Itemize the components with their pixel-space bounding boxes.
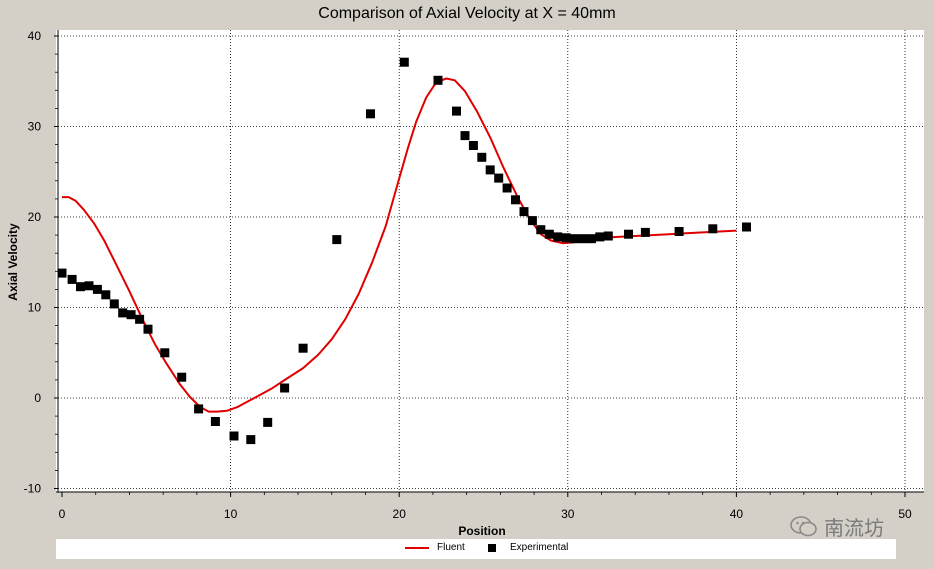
data-point-experimental — [101, 290, 111, 300]
data-point-experimental — [118, 308, 128, 318]
legend-item-fluent: Fluent — [405, 542, 465, 553]
data-point-experimental — [92, 284, 102, 294]
data-point-experimental — [544, 229, 554, 239]
data-point-experimental — [452, 106, 461, 116]
data-point-experimental — [460, 131, 470, 141]
data-point-experimental — [177, 372, 187, 382]
data-point-experimental — [485, 165, 495, 175]
data-point-experimental — [561, 233, 571, 243]
legend-square-swatch — [488, 543, 496, 552]
y-tick-label: 30 — [28, 120, 42, 134]
y-tick-label: 0 — [34, 391, 41, 405]
x-tick-label: 20 — [393, 507, 407, 521]
data-point-experimental — [511, 195, 520, 205]
data-point-experimental — [246, 435, 256, 445]
data-point-experimental — [76, 282, 85, 292]
data-point-experimental — [332, 235, 342, 245]
y-axis-title: Axial Velocity — [6, 223, 20, 301]
watermark-text: 南流坊 — [824, 518, 884, 540]
data-point-experimental — [468, 141, 478, 150]
x-axis-title: Position — [458, 524, 505, 538]
data-point-experimental — [586, 234, 596, 244]
watermark: 南流坊 — [790, 512, 884, 541]
tick-layer: -10 0 10 20 30 40 0 10 20 30 40 50 — [24, 29, 912, 521]
data-point-experimental — [263, 417, 273, 427]
legend-label-experimental: Experimental — [510, 542, 569, 553]
wechat-icon — [790, 515, 817, 536]
data-point-experimental — [477, 152, 487, 162]
data-point-experimental — [366, 109, 375, 119]
data-point-experimental — [109, 299, 119, 309]
data-point-experimental — [84, 281, 94, 291]
legend: Fluent Experimental — [56, 539, 896, 559]
legend-line-swatch — [405, 546, 429, 549]
y-tick-label: 20 — [28, 210, 42, 224]
data-point-experimental — [519, 207, 529, 217]
data-point-experimental — [135, 314, 145, 324]
y-tick-label: -10 — [24, 482, 42, 496]
series-layer — [57, 57, 751, 445]
data-point-experimental — [298, 343, 308, 353]
data-point-experimental — [536, 225, 546, 235]
y-tick-label: 10 — [28, 301, 42, 315]
data-point-experimental — [399, 57, 409, 67]
data-point-experimental — [603, 231, 613, 241]
x-tick-label: 0 — [59, 507, 66, 521]
data-point-experimental — [229, 431, 239, 441]
data-point-experimental — [160, 348, 170, 358]
data-point-experimental — [553, 232, 563, 242]
data-point-experimental — [194, 404, 204, 414]
data-point-experimental — [143, 324, 153, 334]
data-point-experimental — [433, 75, 443, 85]
data-point-experimental — [57, 268, 67, 278]
data-point-experimental — [595, 232, 605, 242]
data-point-experimental — [674, 227, 684, 236]
data-point-experimental — [494, 173, 504, 183]
grid-layer — [58, 30, 924, 492]
data-point-experimental — [210, 417, 220, 426]
data-point-experimental — [624, 229, 633, 239]
x-tick-label: 10 — [224, 507, 238, 521]
legend-item-experimental: Experimental — [488, 542, 568, 553]
data-point-experimental — [126, 310, 136, 320]
y-tick-label: 40 — [28, 29, 42, 43]
data-point-experimental — [280, 383, 290, 393]
data-point-experimental — [502, 183, 512, 193]
plot-area — [56, 30, 924, 492]
legend-label-fluent: Fluent — [437, 542, 465, 553]
data-point-experimental — [67, 274, 77, 284]
data-point-experimental — [742, 222, 751, 232]
axis-layer — [56, 30, 924, 493]
data-point-experimental — [570, 234, 579, 244]
x-tick-label: 30 — [561, 507, 575, 521]
data-point-experimental — [527, 216, 537, 226]
x-tick-label: 50 — [898, 507, 912, 521]
chart-title: Comparison of Axial Velocity at X = 40mm — [318, 5, 616, 22]
data-point-experimental — [578, 234, 588, 244]
data-point-experimental — [708, 224, 718, 234]
data-point-experimental — [640, 227, 650, 237]
x-tick-label: 40 — [730, 507, 744, 521]
